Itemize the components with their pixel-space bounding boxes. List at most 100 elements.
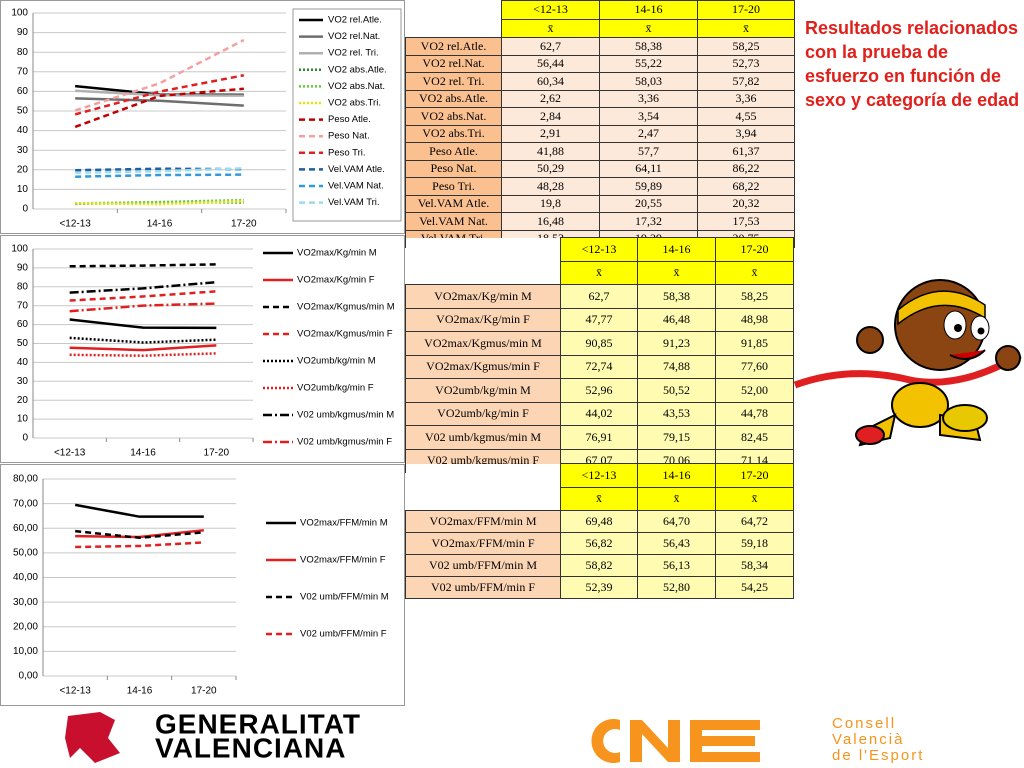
value-cell: 62,7	[560, 284, 638, 309]
series-line	[75, 84, 244, 97]
value-cell: 58,38	[637, 284, 716, 309]
value-cell: 47,77	[560, 307, 638, 332]
y-tick-label: 90	[17, 27, 29, 38]
y-tick-label: 80,00	[13, 474, 38, 485]
value-cell: 2,84	[501, 107, 600, 126]
series-line	[75, 173, 244, 178]
series-line	[75, 200, 244, 206]
series-line	[75, 529, 204, 540]
data-table: <12-13 14-16 17-20 x̄ x̄ x̄ VO2 rel.Atle. 62,7 5…	[405, 0, 795, 248]
y-tick-label: 40	[17, 125, 29, 136]
legend-label: Peso Tri.	[328, 147, 366, 158]
series-line	[69, 290, 217, 302]
legend-label: VO2umb/kg/min F	[297, 383, 374, 394]
series-line	[75, 529, 204, 539]
series-line	[69, 344, 217, 352]
row-label: VO2 abs.Tri.	[405, 124, 502, 143]
value-cell: 58,82	[560, 554, 638, 577]
x-tick-label: <12-13	[54, 448, 86, 459]
series-line	[69, 352, 217, 357]
logo-emblem	[65, 712, 120, 763]
value-cell: 64,11	[599, 159, 698, 178]
row-label: VO2 abs.Atle.	[405, 89, 502, 108]
y-tick-label: 0	[22, 204, 28, 215]
legend-label: VO2 rel.Nat.	[328, 31, 380, 42]
y-tick-label: 40	[17, 357, 29, 368]
value-cell: 3,54	[599, 107, 698, 126]
value-cell: 59,89	[599, 177, 698, 196]
x-tick-label: 17-20	[204, 448, 230, 459]
value-cell: 61,37	[697, 142, 795, 161]
y-tick-label: 50	[17, 106, 29, 117]
y-tick-label: 100	[11, 244, 28, 255]
legend-label: V02 umb/kgmus/min M	[297, 410, 394, 421]
x-tick-label: 14-16	[130, 448, 156, 459]
chart: 0 10 20 30 40 50 60 70 80 90 100 <12-13 14-16 17-20 VO…	[11, 244, 394, 459]
y-tick-label: 10	[17, 184, 29, 195]
corner-cell	[405, 237, 561, 285]
value-cell: 19,8	[501, 194, 600, 213]
value-cell: 74,88	[637, 354, 716, 379]
data-table: <12-13 14-16 17-20 x̄ x̄ x̄ VO2max/Kg/min M 62,…	[405, 237, 794, 473]
value-cell: 20,32	[697, 194, 795, 213]
data-table: <12-13 14-16 17-20 x̄ x̄ x̄ VO2max/FFM/min M 69…	[405, 463, 794, 599]
chart: 0 10 20 30 40 50 60 70 80 90 100 <12-13 14-16 17-20 VO…	[11, 8, 402, 230]
value-cell: 64,72	[715, 510, 794, 533]
y-tick-label: 100	[11, 8, 28, 19]
row-label: VO2 abs.Nat.	[405, 107, 502, 126]
legend-label: VO2 abs.Nat.	[328, 81, 385, 92]
series-line	[74, 503, 204, 518]
slide-title: Resultados relacionados con la prueba de…	[805, 18, 1020, 110]
row-label: Peso Atle.	[405, 142, 502, 161]
legend-label: Vel.VAM Atle.	[328, 164, 385, 175]
value-cell: 2,62	[501, 89, 600, 108]
series-line	[75, 97, 244, 107]
y-tick-label: 20,00	[13, 621, 38, 632]
subheader-cell: x̄	[697, 18, 795, 38]
value-cell: 72,74	[560, 354, 638, 379]
value-cell: 16,48	[501, 212, 600, 231]
value-cell: 56,13	[637, 554, 716, 577]
value-cell: 86,22	[697, 159, 795, 178]
value-cell: 58,03	[599, 72, 698, 91]
y-tick-label: 80	[17, 47, 29, 58]
value-cell: 52,96	[560, 378, 638, 403]
value-cell: 57,7	[599, 142, 698, 161]
y-tick-label: 80	[17, 281, 29, 292]
series-line	[69, 336, 217, 344]
y-tick-label: 30	[17, 376, 29, 387]
row-label: V02 umb/FFM/min F	[405, 576, 561, 599]
legend-label: VO2max/Kg/min M	[297, 248, 377, 259]
value-cell: 91,85	[715, 331, 794, 356]
value-cell: 69,48	[560, 510, 638, 533]
y-tick-label: 90	[17, 263, 29, 274]
legend-label: VO2max/Kgmus/min F	[297, 329, 393, 340]
value-cell: 20,55	[599, 194, 698, 213]
value-cell: 52,00	[715, 378, 794, 403]
value-cell: 56,43	[637, 532, 716, 555]
logo-text: de l'Esport	[832, 747, 924, 764]
legend-label: Vel.VAM Nat.	[328, 181, 384, 192]
chart: 0,00 10,00 20,00 30,00 40,00 50,00 60,00 70,00 8…	[13, 474, 389, 697]
y-tick-label: 30,00	[13, 597, 38, 608]
y-tick-label: 60,00	[13, 523, 38, 534]
row-label: Peso Nat.	[405, 159, 502, 178]
value-cell: 62,7	[501, 37, 600, 56]
subheader-cell: x̄	[637, 260, 716, 285]
value-cell: 3,94	[697, 124, 795, 143]
legend-label: Vel.VAM Tri.	[328, 197, 380, 208]
value-cell: 17,32	[599, 212, 698, 231]
legend-label: VO2max/Kg/min F	[297, 275, 375, 286]
subheader-cell: x̄	[501, 18, 600, 38]
x-tick-label: 17-20	[191, 686, 217, 697]
y-tick-label: 20	[17, 395, 29, 406]
value-cell: 76,91	[560, 425, 638, 450]
header-cell: 14-16	[599, 0, 698, 20]
subheader-cell: x̄	[560, 486, 638, 511]
series-line	[69, 263, 217, 268]
header-cell: 14-16	[637, 463, 716, 488]
header-cell: 17-20	[715, 463, 794, 488]
legend-label: VO2umb/kg/min M	[297, 356, 376, 367]
row-label: VO2max/FFM/min F	[405, 532, 561, 555]
